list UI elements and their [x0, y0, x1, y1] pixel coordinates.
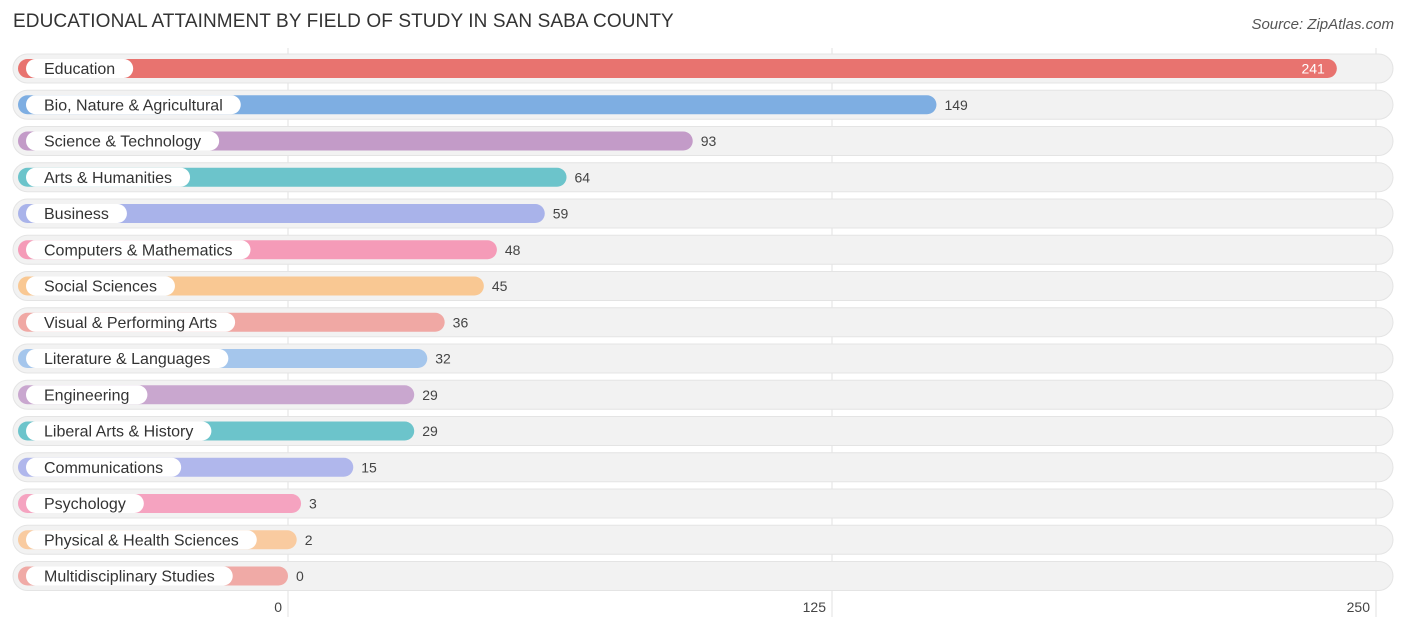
bar[interactable]	[18, 95, 937, 115]
category-label-pill	[26, 167, 191, 187]
value-label: 32	[435, 351, 451, 367]
category-label: Arts & Humanities	[44, 170, 172, 187]
bar-row: Science & Technology 93	[12, 126, 1394, 156]
bar-row: Liberal Arts & History 29	[12, 416, 1394, 446]
bar-row: Psychology 3	[12, 488, 1394, 519]
value-label: 149	[944, 97, 968, 113]
x-tick-label: 125	[803, 599, 827, 615]
value-label: 48	[505, 242, 521, 258]
category-label-pill	[26, 494, 144, 513]
category-label-pill	[26, 530, 257, 550]
category-label: Physical & Health Sciences	[44, 532, 239, 549]
category-label: Communications	[44, 460, 163, 477]
category-label-pill	[26, 204, 127, 223]
value-label: 29	[422, 387, 438, 403]
value-label: 36	[453, 314, 469, 330]
value-label: 0	[296, 568, 304, 584]
bar-row: Social Sciences 45	[12, 271, 1394, 301]
x-tick-label: 0	[274, 599, 282, 615]
bar-row: Arts & Humanities 64	[12, 162, 1394, 193]
category-label-pill	[26, 95, 241, 115]
bar-row: Communications 15	[12, 452, 1394, 483]
category-label: Literature & Languages	[44, 351, 210, 368]
category-label: Science & Technology	[44, 134, 201, 151]
bar-row: Visual & Performing Arts 36	[12, 307, 1394, 338]
bar-row: Literature & Languages 32	[12, 343, 1394, 374]
value-label: 59	[553, 206, 569, 222]
category-label-pill	[26, 276, 175, 296]
category-label-pill	[26, 59, 134, 78]
value-label: 29	[422, 423, 438, 439]
category-label-pill	[26, 312, 236, 332]
category-label: Visual & Performing Arts	[44, 315, 217, 332]
category-label: Computers & Mathematics	[44, 242, 233, 259]
value-label: 3	[309, 496, 317, 512]
value-label: 64	[575, 169, 591, 185]
category-label-pill	[26, 385, 148, 405]
bar-row: Bio, Nature & Agricultural 149	[12, 89, 1394, 120]
category-label: Liberal Arts & History	[44, 424, 193, 441]
category-label: Business	[44, 206, 109, 223]
bar-row: Computers & Mathematics 48	[12, 234, 1394, 265]
bar-row: Multidisciplinary Studies 0	[12, 561, 1394, 591]
bar-track	[12, 452, 1394, 483]
bar-track	[12, 488, 1394, 519]
value-label: 45	[492, 278, 508, 294]
category-label-pill	[26, 349, 229, 368]
category-label-pill	[26, 421, 212, 441]
category-label: Multidisciplinary Studies	[44, 569, 215, 586]
value-label: 2	[305, 532, 313, 548]
bar-row: Engineering 29	[12, 379, 1394, 410]
source-credit: Source: ZipAtlas.com	[1251, 16, 1394, 33]
category-label: Psychology	[44, 496, 126, 513]
bar[interactable]	[18, 204, 545, 223]
value-label: 93	[701, 133, 717, 149]
chart-title: EDUCATIONAL ATTAINMENT BY FIELD OF STUDY…	[13, 11, 674, 32]
category-label-pill	[26, 566, 233, 586]
bar-row: Education 241	[12, 53, 1394, 84]
bar-track	[12, 561, 1394, 591]
category-label: Bio, Nature & Agricultural	[44, 97, 223, 114]
bar[interactable]	[18, 59, 1337, 78]
bar-row: Business 59	[12, 198, 1394, 229]
category-label: Engineering	[44, 387, 129, 404]
category-label: Education	[44, 61, 115, 78]
category-label-pill	[26, 457, 182, 477]
category-label-pill	[26, 131, 220, 151]
value-label: 241	[1301, 61, 1325, 77]
bar-track	[12, 524, 1394, 555]
value-label: 15	[361, 459, 377, 475]
category-label: Social Sciences	[44, 279, 157, 296]
category-label-pill	[26, 240, 251, 260]
bar-row: Physical & Health Sciences 2	[12, 524, 1394, 555]
x-tick-label: 250	[1347, 599, 1371, 615]
